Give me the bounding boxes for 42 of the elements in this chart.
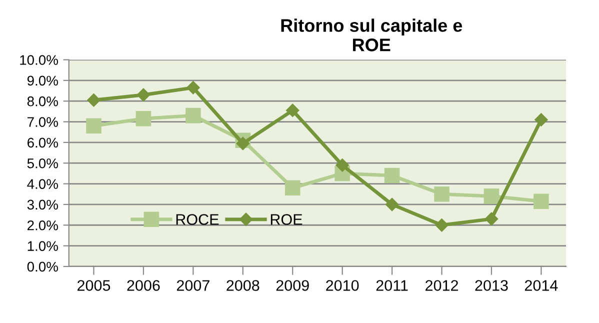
y-tick-label: 2.0% (28, 220, 58, 230)
x-tick-label: 2013 (475, 280, 508, 291)
point (534, 113, 548, 126)
point (384, 168, 400, 184)
point (534, 194, 549, 209)
legend-label: ROE (270, 214, 302, 225)
point (484, 188, 500, 204)
y-tick-label: 0.0% (27, 262, 58, 272)
x-tick-label: 2012 (426, 280, 458, 291)
point (236, 136, 250, 150)
x-tick-label: 2010 (326, 280, 359, 291)
x-tick-label: 2007 (176, 280, 210, 291)
y-tick-label: 4.0% (27, 179, 58, 189)
point (435, 218, 448, 232)
point (286, 104, 300, 117)
y-tick-label: 1.0% (28, 241, 58, 251)
point (186, 81, 200, 94)
y-tick-label: 7.0% (28, 117, 58, 127)
point (87, 93, 100, 107)
y-tick-label: 5.0% (27, 158, 58, 168)
x-tick-label: 2005 (78, 280, 110, 291)
y-tick-label: 3.0% (27, 200, 58, 210)
point (484, 212, 498, 226)
point (434, 186, 450, 202)
y-tick-label: 8.0% (27, 96, 58, 106)
legend-label: ROCE (176, 214, 219, 225)
y-tick-label: 10.0% (20, 55, 58, 65)
point (336, 158, 349, 172)
x-tick-label: 2008 (226, 280, 260, 291)
y-tick-label: 9.0% (27, 76, 58, 86)
point (86, 118, 102, 134)
x-tick-label: 2014 (524, 280, 558, 291)
x-tick-label: 2009 (276, 280, 309, 291)
point (284, 180, 300, 196)
point (136, 88, 150, 102)
y-tick-label: 6.0% (28, 138, 58, 148)
point (136, 111, 152, 126)
point (186, 108, 201, 124)
x-tick-label: 2006 (127, 280, 160, 291)
point (385, 198, 399, 212)
chart-title: Ritorno sul capitale e ROE (281, 18, 462, 52)
x-tick-label: 2011 (376, 280, 408, 291)
